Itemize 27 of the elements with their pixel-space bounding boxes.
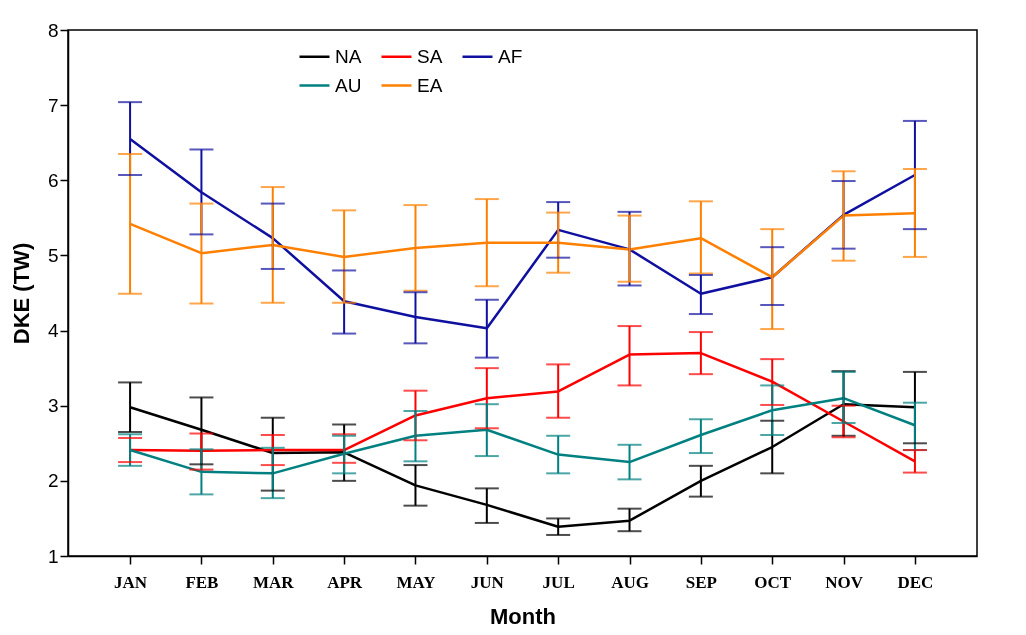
legend-label: SA (417, 45, 443, 67)
x-tick-label: JUN (470, 572, 505, 592)
legend-label: AF (498, 45, 523, 67)
y-tick-label: 3 (47, 395, 59, 417)
x-tick-label: OCT (754, 572, 792, 592)
y-tick-label: 1 (47, 545, 59, 567)
x-axis-title: Month (490, 603, 556, 629)
y-tick-label: 2 (47, 470, 59, 492)
y-tick-label: 4 (47, 320, 59, 342)
legend-label: NA (335, 45, 362, 67)
x-tick-label: JUL (542, 572, 575, 592)
x-tick-label: AUG (611, 572, 649, 592)
legend-label: EA (417, 74, 443, 96)
x-tick-label: APR (327, 572, 363, 592)
x-tick-label: JAN (114, 572, 148, 592)
x-tick-label: MAY (396, 572, 436, 592)
x-tick-label: NOV (825, 572, 864, 592)
y-tick-label: 5 (47, 244, 59, 266)
y-tick-label: 8 (47, 19, 59, 41)
x-tick-label: SEP (685, 572, 717, 592)
legend-label: AU (335, 74, 362, 96)
y-tick-label: 7 (47, 94, 59, 116)
x-tick-label: MAR (252, 572, 295, 592)
y-axis-title: DKE (TW) (8, 242, 34, 345)
y-tick-label: 6 (47, 169, 59, 191)
x-tick-label: DEC (897, 572, 934, 592)
x-tick-label: FEB (185, 572, 219, 592)
